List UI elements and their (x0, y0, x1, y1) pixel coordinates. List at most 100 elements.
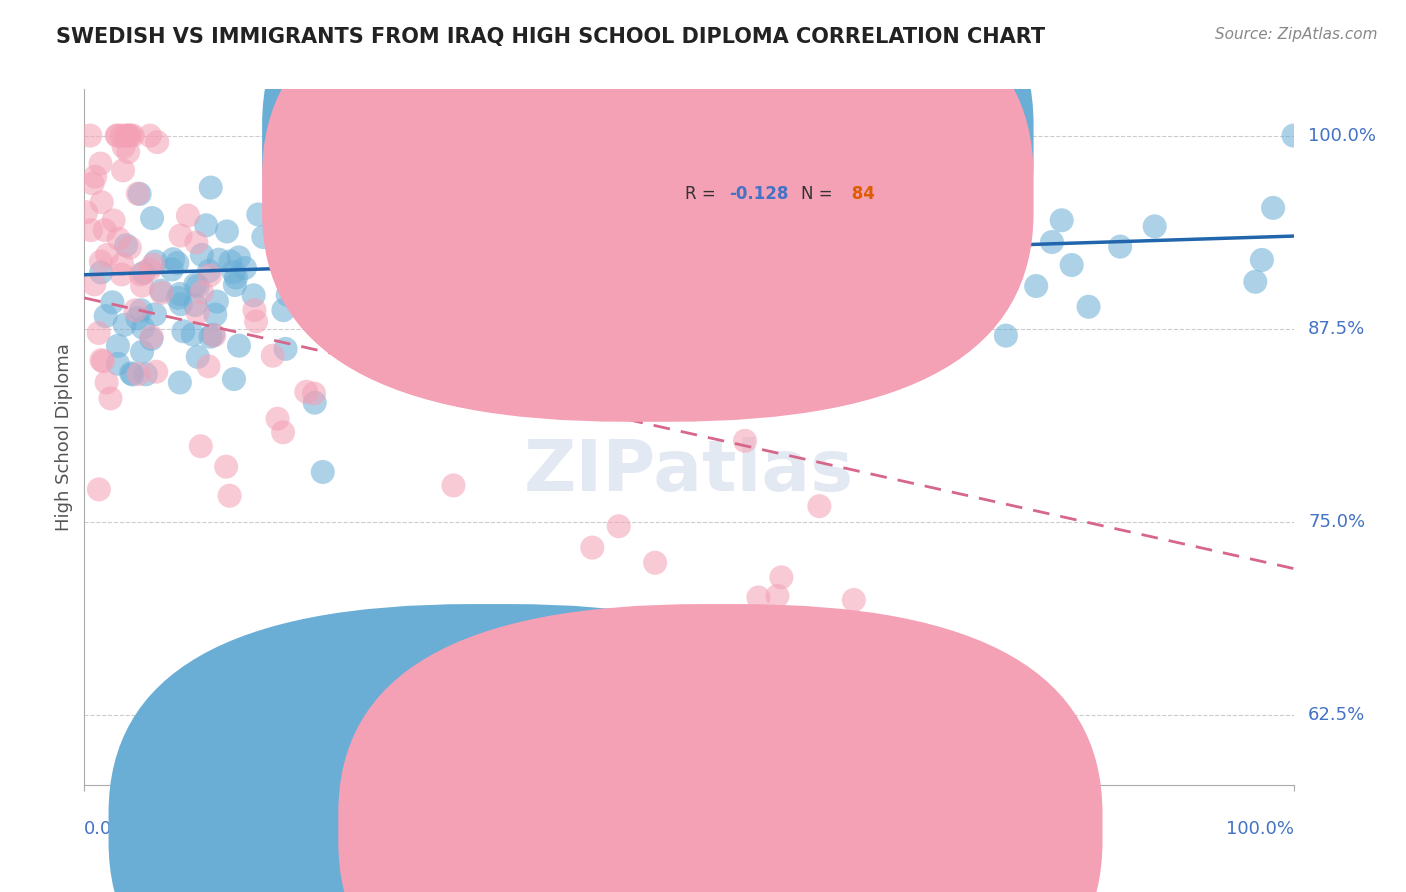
Point (208, 252, 231, 267)
Point (312, 465, 335, 479)
Point (1077, 300, 1099, 314)
Point (295, 384, 318, 399)
Point (225, 270, 247, 285)
Point (90, 195, 112, 210)
Point (79, 128, 101, 143)
Point (169, 287, 191, 301)
Point (374, 271, 396, 285)
Text: SWEDISH VS IMMIGRANTS FROM IRAQ HIGH SCHOOL DIPLOMA CORRELATION CHART: SWEDISH VS IMMIGRANTS FROM IRAQ HIGH SCH… (56, 27, 1046, 46)
Point (471, 325, 494, 339)
Point (117, 128, 139, 143)
Point (644, 556, 666, 570)
Point (139, 128, 162, 143)
Point (186, 235, 208, 250)
Point (709, 315, 731, 329)
Point (766, 589, 789, 603)
Point (87, 483, 110, 497)
Point (96, 376, 118, 390)
Point (405, 316, 427, 330)
Point (181, 327, 204, 342)
Text: 0.0%: 0.0% (84, 820, 129, 838)
Point (184, 277, 207, 292)
Point (770, 570, 793, 584)
Point (105, 128, 128, 143)
Point (129, 303, 152, 318)
Point (905, 238, 928, 252)
Point (482, 359, 505, 373)
Point (101, 295, 124, 310)
Point (80, 223, 103, 237)
Point (94, 223, 117, 237)
Point (145, 365, 167, 379)
Point (187, 305, 209, 319)
Point (160, 262, 183, 277)
Text: -0.128: -0.128 (728, 186, 789, 203)
Text: 100.0%: 100.0% (1226, 820, 1294, 838)
Point (842, 593, 865, 607)
Point (111, 268, 134, 282)
Point (90, 353, 112, 368)
Point (87, 326, 110, 340)
Point (128, 186, 150, 201)
Point (245, 314, 267, 328)
Point (266, 411, 288, 425)
Point (84, 169, 107, 184)
Point (191, 285, 214, 299)
Point (665, 306, 688, 320)
FancyBboxPatch shape (599, 101, 955, 232)
Point (581, 541, 603, 555)
Point (449, 283, 471, 297)
Point (509, 333, 531, 347)
Point (1143, 219, 1166, 234)
Point (782, 307, 804, 321)
Point (953, 173, 976, 187)
Point (607, 519, 630, 533)
Point (100, 392, 122, 406)
Point (302, 386, 325, 401)
Point (132, 320, 155, 334)
Point (141, 330, 163, 344)
Point (127, 186, 149, 201)
Point (1282, 128, 1305, 143)
Point (131, 344, 153, 359)
Point (648, 298, 671, 312)
Point (247, 207, 270, 221)
Point (808, 499, 831, 513)
Point (568, 261, 591, 276)
Point (162, 252, 184, 267)
Point (262, 349, 284, 363)
Text: R =: R = (685, 135, 721, 153)
Point (172, 324, 194, 338)
Point (1050, 213, 1073, 227)
Point (219, 254, 242, 268)
Point (166, 256, 188, 270)
Point (111, 257, 134, 271)
Point (367, 243, 389, 257)
Point (1060, 258, 1083, 272)
Point (645, 279, 668, 293)
Point (734, 434, 756, 448)
Point (252, 230, 274, 244)
Point (304, 395, 326, 409)
Point (718, 655, 741, 669)
Point (1244, 275, 1267, 289)
Point (129, 268, 152, 282)
Point (91, 354, 114, 368)
Point (1025, 279, 1047, 293)
Point (169, 228, 191, 243)
Point (107, 357, 129, 371)
Point (121, 128, 143, 143)
Point (120, 128, 142, 143)
Point (277, 288, 299, 302)
Point (792, 216, 814, 230)
Point (360, 320, 382, 334)
Point (146, 135, 169, 149)
Point (215, 224, 238, 238)
Text: R =: R = (685, 186, 721, 203)
Point (311, 284, 333, 298)
Point (202, 328, 225, 343)
Point (309, 265, 332, 279)
Point (287, 211, 309, 226)
Text: 75.0%: 75.0% (1308, 513, 1365, 531)
Point (190, 439, 212, 453)
